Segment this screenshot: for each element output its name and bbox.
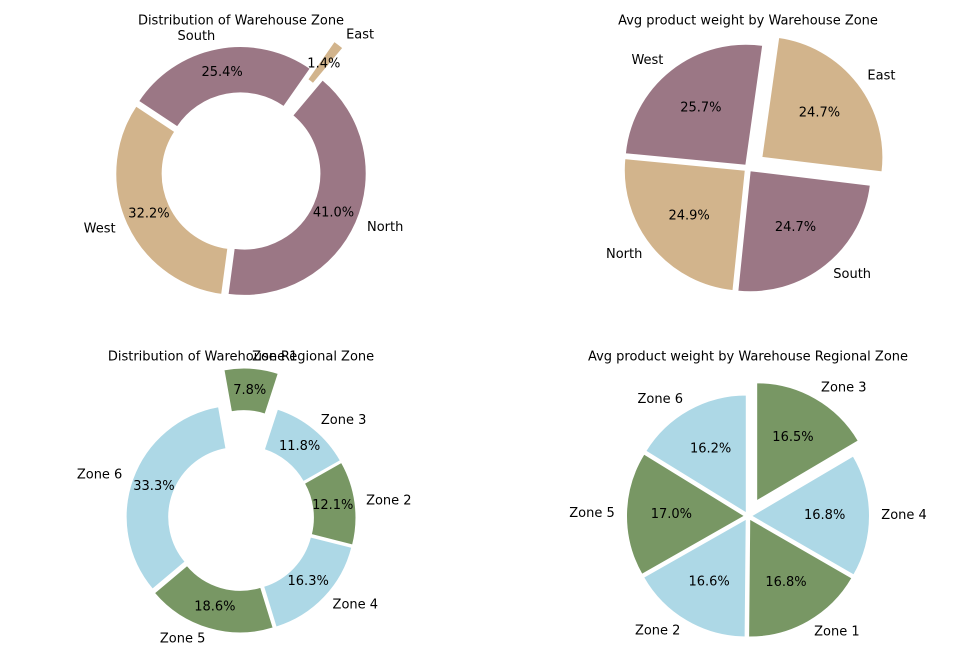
slice-zone-5 (626, 453, 746, 575)
slice-west (115, 105, 229, 295)
chart-title: Distribution of Warehouse Zone (138, 14, 344, 29)
pie-chart-2: Avg product weight by Warehouse Zone West… (606, 14, 895, 293)
slice-zone-1 (748, 518, 853, 638)
pie-chart-4: Avg product weight by Warehouse Regional… (569, 350, 927, 640)
slice-north (623, 158, 746, 292)
slice-percent-zone-5: 18.6% (194, 599, 235, 614)
slice-label-zone-5: Zone 5 (569, 506, 615, 521)
slice-percent-north: 41.0% (313, 205, 354, 220)
slice-percent-west: 32.2% (128, 206, 169, 221)
slice-percent-zone-4: 16.8% (804, 508, 845, 523)
slice-percent-zone-3: 11.8% (279, 439, 320, 454)
slice-south (137, 46, 311, 128)
slice-label-south: South (833, 267, 871, 282)
slice-label-zone-5: Zone 5 (160, 632, 206, 647)
pie-chart-3: Distribution of Warehouse Regional ZoneZ… (77, 350, 412, 647)
slice-zone-6 (645, 394, 747, 514)
slice-zone-3 (756, 382, 859, 502)
slice-percent-east: 24.7% (799, 106, 840, 121)
slice-label-east: East (346, 27, 374, 42)
slice-percent-zone-3: 16.5% (772, 430, 813, 445)
slice-percent-zone-4: 16.3% (288, 574, 329, 589)
slice-label-zone-3: Zone 3 (321, 413, 367, 428)
slice-percent-zone-2: 16.6% (688, 575, 729, 590)
slice-zone-3 (263, 408, 342, 483)
slice-label-south: South (178, 29, 216, 44)
slice-label-zone-4: Zone 4 (333, 597, 379, 612)
slice-label-north: North (367, 220, 403, 235)
slice-label-zone-2: Zone 2 (635, 623, 681, 638)
slice-percent-zone-1: 16.8% (765, 575, 806, 590)
chart-title: Avg product weight by Warehouse Zone (618, 14, 878, 29)
slice-percent-zone-6: 33.3% (133, 479, 174, 494)
slice-west (624, 43, 764, 166)
slice-label-north: North (606, 247, 642, 262)
slice-label-west: West (84, 221, 116, 236)
slice-percent-zone-6: 16.2% (690, 442, 731, 457)
chart-title: Distribution of Warehouse Regional Zone (108, 350, 374, 365)
slice-label-zone-1: Zone 1 (252, 350, 297, 365)
slice-percent-south: 25.4% (201, 65, 242, 80)
slice-label-zone-4: Zone 4 (881, 508, 927, 523)
chart-title: Avg product weight by Warehouse Regional… (588, 350, 908, 365)
slice-label-zone-6: Zone 6 (637, 392, 683, 407)
slice-zone-4 (263, 536, 353, 628)
slice-label-west: West (631, 53, 663, 68)
slice-percent-zone-5: 17.0% (651, 507, 692, 522)
slice-zone-4 (750, 455, 870, 576)
slice-label-zone-1: Zone 1 (814, 624, 860, 639)
slice-north (227, 79, 367, 296)
slice-label-zone-2: Zone 2 (366, 494, 412, 509)
slice-zone-2 (303, 461, 357, 546)
slice-zone-6 (125, 406, 227, 590)
slice-south (737, 170, 871, 293)
slice-label-zone-3: Zone 3 (821, 381, 867, 396)
slice-zone-5 (153, 564, 274, 634)
slice-east (307, 40, 344, 85)
slice-percent-south: 24.7% (775, 220, 816, 235)
slice-label-zone-6: Zone 6 (77, 468, 123, 483)
slice-percent-north: 24.9% (668, 209, 709, 224)
slice-percent-west: 25.7% (680, 101, 721, 116)
slice-percent-zone-1: 7.8% (233, 383, 266, 398)
slice-zone-2 (642, 518, 747, 638)
slice-label-east: East (867, 69, 895, 84)
slice-zone-1 (223, 367, 279, 415)
slice-east (761, 36, 884, 173)
slice-percent-zone-2: 12.1% (312, 498, 353, 513)
slice-percent-east: 1.4% (307, 56, 340, 71)
